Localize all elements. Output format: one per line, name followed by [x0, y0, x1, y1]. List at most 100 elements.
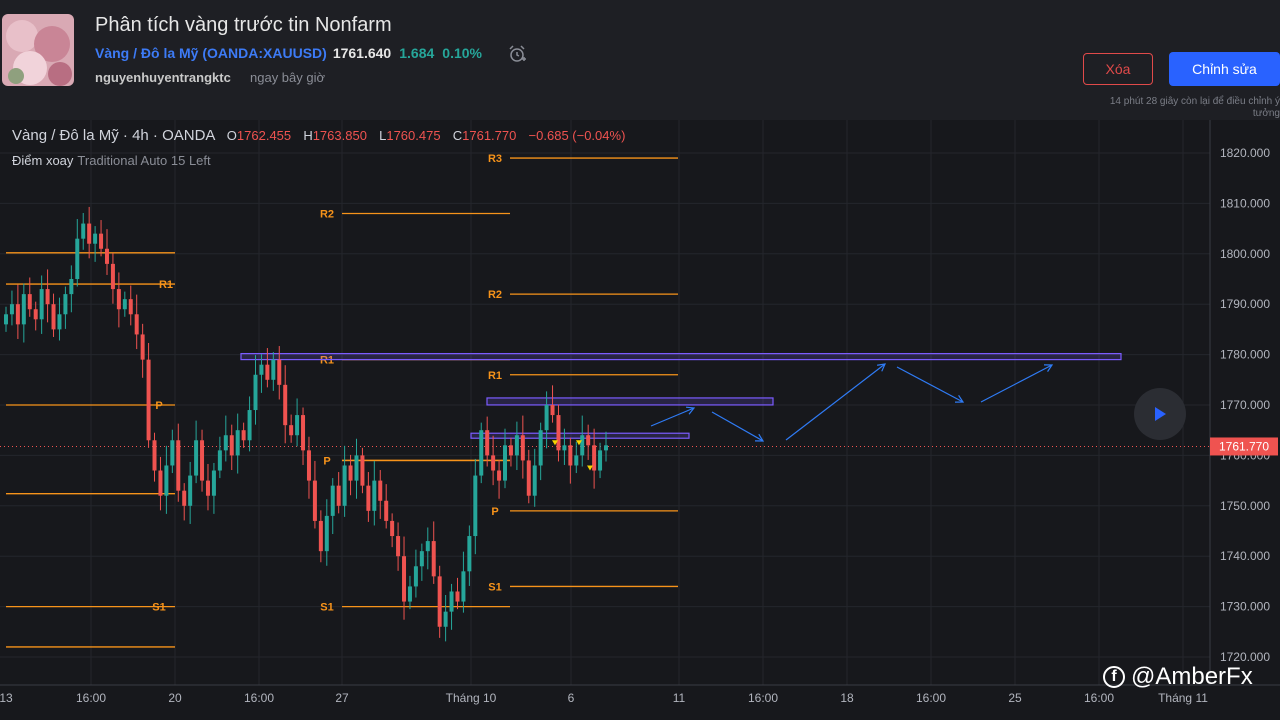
candle-body — [378, 480, 383, 501]
pivot-label: R2 — [320, 208, 334, 220]
candle-body — [390, 520, 395, 537]
candle-body — [526, 460, 531, 496]
candle-body — [330, 485, 335, 516]
candle-body — [229, 435, 234, 456]
candle-body — [57, 314, 62, 330]
candle-body — [301, 415, 306, 451]
indicator-legend[interactable]: Điểm xoay Traditional Auto 15 Left — [12, 153, 211, 168]
support-zone — [470, 432, 690, 439]
symbol-link[interactable]: Vàng / Đô la Mỹ (OANDA:XAUUSD) — [95, 45, 327, 61]
candle-body — [188, 475, 193, 506]
candle-body — [437, 576, 442, 627]
candle-body — [318, 520, 323, 552]
pivot-label: P — [155, 400, 162, 412]
price-axis-label: 1790.000 — [1220, 297, 1270, 311]
legend-interval[interactable]: 4h — [132, 127, 149, 144]
pivot-label: P — [491, 506, 498, 518]
pivot-label: S1 — [152, 602, 165, 614]
candle-body — [604, 445, 608, 451]
alarm-clock-icon[interactable] — [507, 44, 527, 64]
open-value: 1762.455 — [236, 128, 292, 143]
candle-body — [497, 470, 502, 481]
last-price-tag — [1210, 437, 1278, 456]
candle-body — [508, 445, 513, 456]
candle-body — [194, 440, 199, 476]
pivot-label: S1 — [320, 602, 333, 614]
candle-body — [134, 314, 139, 335]
candle-body — [170, 440, 175, 466]
time-axis-label: 20 — [168, 691, 182, 705]
delete-button[interactable]: Xóa — [1083, 53, 1153, 85]
candle-body — [4, 314, 8, 325]
symbol-name[interactable]: Vàng / Đô la Mỹ — [95, 45, 199, 61]
candle-body — [104, 248, 109, 264]
watermark: f @AmberFx — [1103, 663, 1253, 691]
candle-body — [99, 233, 104, 249]
pivot-label: R3 — [488, 153, 502, 165]
close-label: C — [452, 128, 463, 143]
candle-body — [21, 294, 26, 325]
candle-body — [63, 294, 68, 315]
time-axis-label: 18 — [840, 691, 854, 705]
candle-body — [27, 294, 32, 310]
legend-symbol: Vàng / Đô la Mỹ — [12, 127, 119, 144]
indicator-params: Traditional Auto 15 Left — [77, 153, 211, 168]
candle-body — [586, 435, 591, 446]
chart-area[interactable]: 1820.000 1810.000 1800.000 1790.000 1780.000… — [0, 120, 1280, 715]
candle-body — [461, 571, 466, 602]
candle-body — [348, 465, 353, 481]
candle-body — [562, 445, 567, 451]
price-chart[interactable]: 1820.000 1810.000 1800.000 1790.000 1780.000… — [0, 120, 1280, 715]
candle-body — [158, 470, 163, 496]
forecast-arrow — [785, 363, 886, 441]
candle-body — [39, 289, 44, 320]
price-axis-label: 1780.000 — [1220, 348, 1270, 362]
play-icon — [1155, 407, 1166, 421]
candle-body — [51, 304, 56, 330]
candle-body — [431, 541, 436, 577]
edit-button[interactable]: Chỉnh sửa — [1169, 52, 1280, 86]
pivot-label: S1 — [488, 581, 501, 593]
candle-body — [265, 364, 270, 380]
arrow-head — [954, 394, 965, 403]
candle-body — [15, 304, 20, 325]
candle-body — [277, 359, 282, 385]
candle-body — [598, 450, 603, 471]
arrow-head — [1043, 364, 1054, 372]
idea-thumbnail[interactable] — [2, 14, 74, 86]
forecast-arrow — [711, 411, 764, 442]
candle-body — [532, 465, 537, 496]
idea-header: Phân tích vàng trước tin Nonfarm Vàng / … — [0, 0, 1280, 120]
pivot-label: P — [323, 455, 330, 467]
candle-body — [247, 410, 252, 441]
arrow-head — [877, 363, 886, 372]
candle-body — [289, 425, 294, 436]
candle-body — [324, 515, 329, 552]
candle-body — [485, 430, 490, 456]
last-price-label: 1761.770 — [1219, 439, 1269, 453]
candle-body — [366, 485, 371, 511]
candle-body — [164, 465, 169, 496]
symbol-code[interactable]: OANDA:XAUUSD — [207, 45, 323, 61]
symbol-change: 1.684 — [399, 45, 435, 61]
facebook-icon: f — [1103, 666, 1125, 688]
candle-body — [479, 430, 484, 476]
time-axis-label: Tháng 11 — [1158, 691, 1208, 705]
resistance-zone — [240, 352, 1122, 361]
pivot-label: R2 — [488, 289, 502, 301]
open-label: O — [226, 128, 237, 143]
symbol-line: Vàng / Đô la Mỹ (OANDA:XAUUSD) 1761.640 1.… — [95, 45, 482, 61]
candle-body — [146, 359, 151, 441]
time-axis-label: 13 — [0, 691, 13, 705]
resistance-zone — [486, 397, 774, 406]
candle-body — [568, 445, 573, 466]
signal-marker — [587, 465, 593, 471]
candle-body — [283, 384, 288, 426]
symbol-price: 1761.640 — [332, 45, 392, 61]
time-axis-label: 16:00 — [748, 691, 778, 705]
author-name[interactable]: nguyenhuyentrangktc — [95, 70, 231, 85]
replay-play-button[interactable] — [1134, 388, 1186, 440]
forecast-arrow — [980, 364, 1053, 403]
candle-body — [223, 435, 228, 451]
candle-body — [342, 465, 347, 506]
